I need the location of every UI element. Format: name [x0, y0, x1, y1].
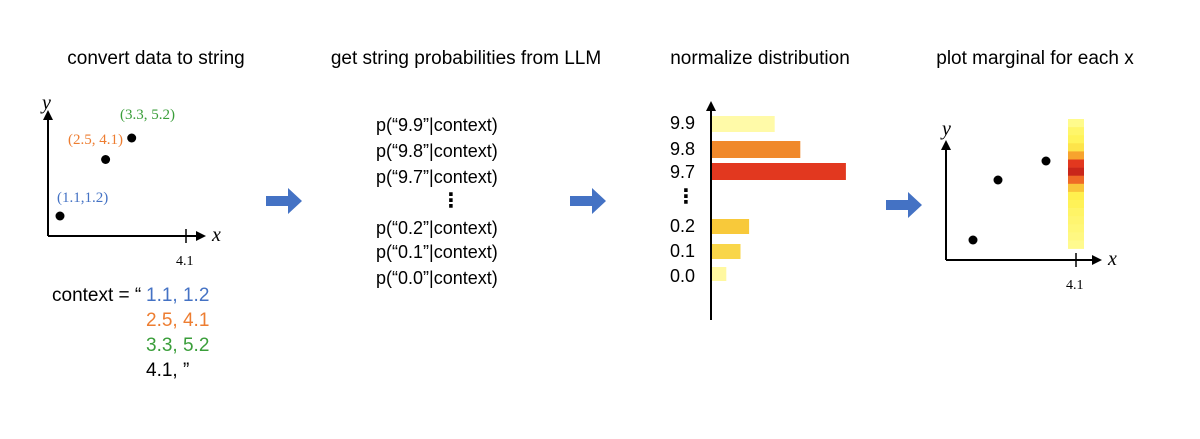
dist-label-0-2: 0.2: [670, 216, 696, 236]
dist-bar-9-9: [712, 116, 775, 132]
panel4-y-axis-label: y: [942, 118, 951, 140]
context-prefix: context = “: [52, 285, 142, 306]
dist-bar-0-2: [712, 219, 750, 234]
point-label-1: (1.1,1.2): [57, 190, 109, 206]
heatmap-cell: [1068, 232, 1084, 241]
dist-label-9-9: 9.9: [670, 113, 696, 133]
panel4-tick-label: 4.1: [1066, 278, 1084, 293]
heatmap-cell: [1068, 143, 1084, 152]
dist-bar-9-8: [712, 141, 801, 158]
panel1-y-axis-label: y: [42, 92, 51, 114]
step-title-normalize: normalize distribution: [670, 48, 850, 69]
point-label-3: (3.3, 5.2): [120, 107, 175, 123]
step-title-convert: convert data to string: [67, 48, 245, 69]
prob-line-0-1: p(“0.1”|context): [376, 242, 498, 262]
panel1-tick-label: 4.1: [176, 254, 194, 269]
point-label-2: (2.5, 4.1): [68, 132, 123, 148]
dist-bar-0-1: [712, 244, 741, 259]
heatmap-cell: [1068, 135, 1084, 144]
flow-arrow-3: [886, 192, 922, 218]
prob-ellipsis: ⋮: [441, 190, 461, 212]
panel1-axes: [43, 110, 206, 243]
dist-label-0-1: 0.1: [670, 241, 696, 261]
flow-arrow-2: [570, 188, 606, 214]
dist-ellipsis: ⋮: [676, 186, 696, 208]
data-point-2: [101, 155, 111, 164]
heatmap-cell: [1068, 208, 1084, 217]
heatmap-cell: [1068, 167, 1084, 176]
heatmap-cell: [1068, 175, 1084, 185]
step-title-probabilities: get string probabilities from LLM: [330, 48, 602, 69]
heatmap-cell: [1068, 216, 1084, 225]
context-line-4: 4.1, ”: [146, 360, 190, 381]
dist-bar-9-7: [712, 163, 846, 180]
context-line-2: 2.5, 4.1: [146, 310, 210, 331]
heatmap-cell: [1068, 224, 1084, 233]
prob-line-9-7: p(“9.7”|context): [376, 167, 498, 187]
panel4-axes: [941, 140, 1102, 267]
prob-line-9-8: p(“9.8”|context): [376, 141, 498, 161]
panel4-x-axis-label: x: [1108, 248, 1117, 270]
panel4-point-2: [993, 175, 1003, 185]
dist-bar-0-0: [712, 267, 727, 281]
dist-label-9-8: 9.8: [670, 139, 696, 159]
dist-label-0-0: 0.0: [670, 266, 696, 286]
flow-arrow-1: [266, 188, 302, 214]
step-title-marginal: plot marginal for each x: [936, 48, 1134, 69]
panel4-point-3: [1041, 156, 1051, 166]
heatmap-cell: [1068, 127, 1084, 136]
data-point-3: [127, 133, 137, 143]
heatmap-cell: [1068, 191, 1084, 201]
marginal-heatmap-strip: [1068, 119, 1084, 249]
dist-label-9-7: 9.7: [670, 162, 696, 182]
prob-line-0-2: p(“0.2”|context): [376, 218, 498, 238]
data-point-1: [55, 211, 65, 221]
heatmap-cell: [1068, 159, 1084, 168]
panel1-x-axis-label: x: [212, 224, 221, 246]
prob-line-9-9: p(“9.9”|context): [376, 115, 498, 135]
heatmap-cell: [1068, 151, 1084, 160]
heatmap-cell: [1068, 200, 1084, 209]
context-line-3: 3.3, 5.2: [146, 335, 210, 356]
panel4-point-1: [968, 235, 978, 245]
heatmap-cell: [1068, 240, 1084, 249]
prob-line-0-0: p(“0.0”|context): [376, 268, 498, 288]
context-line-1: 1.1, 1.2: [146, 285, 210, 306]
heatmap-cell: [1068, 183, 1084, 193]
heatmap-cell: [1068, 119, 1084, 128]
